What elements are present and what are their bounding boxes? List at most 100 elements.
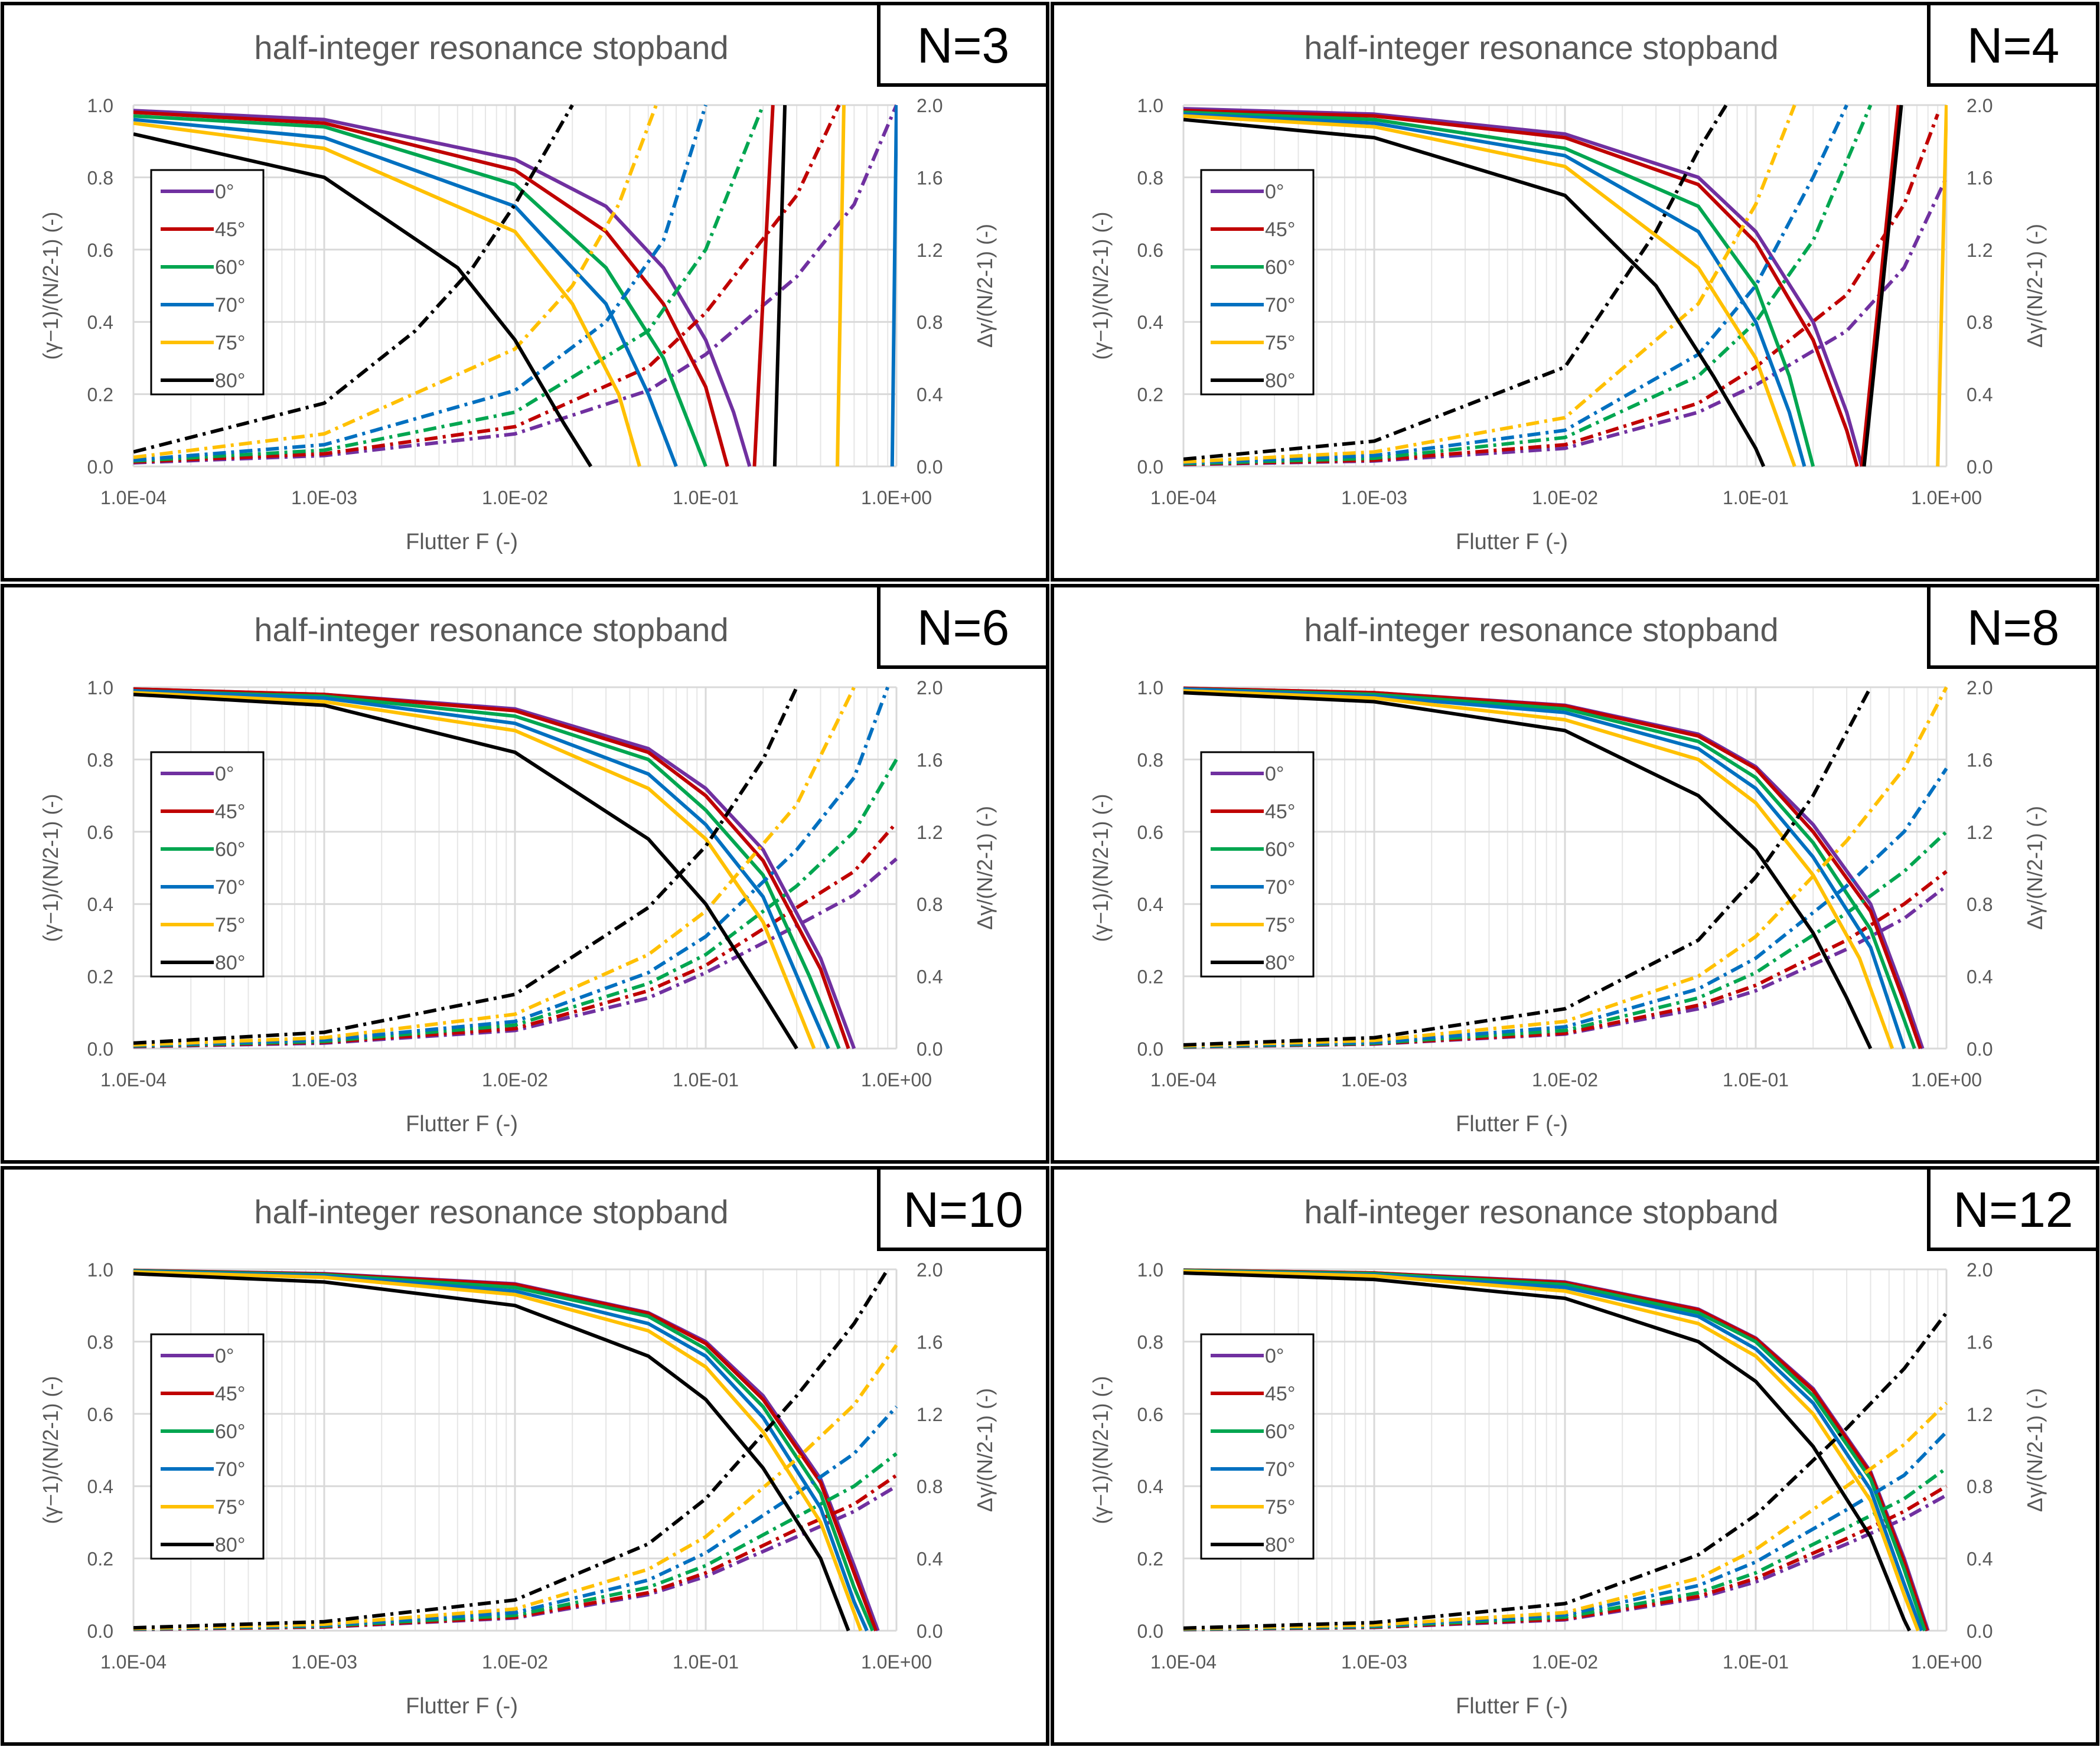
- y-tick-label: 0.2: [87, 966, 113, 988]
- y2-tick-label: 0.0: [1967, 456, 1993, 478]
- legend-label: 0°: [215, 763, 234, 785]
- series-75deg-resonance: [133, 1270, 863, 1632]
- y-axis-label: (γ−1)/(N/2-1) (-): [38, 1376, 63, 1524]
- x-axis-label: Flutter F (-): [406, 1112, 518, 1137]
- y2-tick-label: 1.2: [917, 1404, 943, 1425]
- x-tick-label: 1.0E-01: [673, 1069, 739, 1090]
- x-tick-label: 1.0E-01: [1723, 1069, 1789, 1090]
- legend-box: [150, 169, 265, 396]
- y2-tick-label: 0.4: [917, 1549, 943, 1570]
- legend-label: 45°: [1265, 801, 1295, 823]
- y-tick-label: 0.2: [1137, 384, 1163, 406]
- y-tick-label: 0.4: [1137, 894, 1163, 915]
- series-45deg-stopband-width: [1183, 113, 1940, 466]
- series-60deg-resonance: [133, 1269, 875, 1632]
- series-70deg-rising-branch: [890, 105, 898, 467]
- legend-label: 60°: [1265, 1421, 1295, 1443]
- series-75deg-resonance: [133, 691, 816, 1050]
- series-45deg-resonance: [133, 110, 729, 467]
- chart-title: half-integer resonance stopband: [254, 29, 728, 66]
- series-0deg-resonance: [133, 109, 752, 467]
- legend-label: 70°: [1265, 1458, 1295, 1481]
- legend-label: 80°: [1265, 1534, 1295, 1556]
- x-tick-label: 1.0E-02: [1532, 1069, 1598, 1090]
- series-45deg-rising-branch: [752, 105, 775, 467]
- x-tick-label: 1.0E-01: [673, 1651, 739, 1673]
- y2-tick-label: 1.2: [917, 240, 943, 261]
- y-axis-label: (γ−1)/(N/2-1) (-): [1088, 794, 1113, 942]
- legend-box: [1200, 169, 1315, 396]
- series-60deg-resonance: [133, 114, 707, 468]
- series-70deg-stopband-width: [133, 686, 890, 1048]
- y-tick-label: 0.6: [1137, 822, 1163, 843]
- x-tick-label: 1.0E-02: [482, 1651, 548, 1673]
- y-tick-label: 1.0: [1137, 1259, 1163, 1281]
- series-70deg-resonance: [133, 117, 678, 468]
- y-tick-label: 1.0: [1137, 95, 1163, 116]
- y-tick-label: 0.4: [87, 312, 113, 333]
- series-60deg-resonance: [1183, 110, 1815, 467]
- y2-tick-label: 1.6: [917, 1331, 943, 1353]
- series-80deg-resonance: [133, 132, 593, 468]
- x-tick-label: 1.0E-04: [1150, 1069, 1217, 1090]
- chart-panel-n8: half-integer resonance stopband N=8 1.0E-0…: [1051, 584, 2099, 1164]
- series-80deg-rising-branch: [1862, 105, 1903, 467]
- y2-tick-label: 0.8: [917, 894, 943, 915]
- series-70deg-stopband-width: [1183, 768, 1948, 1049]
- series-80deg-stopband-width: [1183, 1311, 1948, 1630]
- y2-tick-label: 0.8: [1967, 894, 1993, 915]
- plot-area: [1183, 104, 1948, 468]
- series-60deg-stopband-width: [1183, 104, 1873, 466]
- legend-box: [150, 751, 265, 978]
- x-tick-label: 1.0E+00: [1911, 487, 1982, 508]
- chart-panel-n3: half-integer resonance stopband N=3 1.0E-0…: [1, 2, 1049, 582]
- panel-border: [1, 584, 1049, 1164]
- panel-border: [1051, 2, 2099, 582]
- chart-title: half-integer resonance stopband: [1304, 611, 1778, 648]
- legend-label: 70°: [215, 294, 245, 316]
- series-80deg-stopband-width: [1183, 686, 1873, 1047]
- legend-label: 45°: [1265, 1383, 1295, 1405]
- plot-area: [1183, 1268, 1948, 1632]
- x-tick-label: 1.0E+00: [861, 487, 932, 508]
- panel-border: [1, 1166, 1049, 1746]
- y-tick-label: 0.6: [1137, 240, 1163, 261]
- y2-tick-label: 0.0: [917, 1621, 943, 1642]
- series-75deg-rising-branch: [1936, 105, 1948, 467]
- series-45deg-stopband-width: [133, 104, 841, 464]
- y-tick-label: 0.8: [1137, 167, 1163, 188]
- panel-border: [1051, 1166, 2099, 1746]
- series-0deg-resonance: [1183, 107, 1864, 467]
- y2-axis-label: Δγ/(N/2-1) (-): [2023, 1388, 2047, 1512]
- x-tick-label: 1.0E-03: [291, 487, 357, 508]
- series-60deg-stopband-width: [133, 758, 898, 1048]
- y2-tick-label: 2.0: [917, 1259, 943, 1281]
- x-tick-label: 1.0E-03: [1341, 487, 1407, 508]
- series-60deg-resonance: [133, 689, 841, 1050]
- n-label: N=10: [903, 1182, 1023, 1237]
- y-tick-label: 0.6: [87, 240, 113, 261]
- y2-tick-label: 1.2: [1967, 240, 1993, 261]
- x-axis-label: Flutter F (-): [1456, 1694, 1568, 1719]
- y-tick-label: 0.4: [87, 894, 113, 915]
- legend-label: 70°: [1265, 294, 1295, 316]
- y2-tick-label: 0.0: [1967, 1621, 1993, 1642]
- series-60deg-stopband-width: [133, 104, 765, 463]
- y2-axis-label: Δγ/(N/2-1) (-): [2023, 224, 2047, 348]
- y-tick-label: 0.2: [1137, 966, 1163, 988]
- y-tick-label: 0.8: [87, 749, 113, 770]
- chart-title: half-integer resonance stopband: [254, 611, 728, 648]
- x-tick-label: 1.0E-02: [482, 1069, 548, 1090]
- n-label: N=6: [917, 600, 1009, 655]
- series-45deg-rising-branch: [1860, 105, 1900, 467]
- legend-label: 80°: [1265, 370, 1295, 392]
- n-label: N=3: [917, 18, 1009, 73]
- y-tick-label: 0.8: [87, 167, 113, 188]
- series-75deg-resonance: [133, 121, 641, 467]
- legend: 0° 45° 60° 70° 75° 80°: [1200, 169, 1315, 396]
- legend-label: 60°: [215, 256, 245, 279]
- x-tick-label: 1.0E-04: [100, 1651, 167, 1673]
- legend-label: 75°: [215, 332, 245, 354]
- series-60deg-resonance: [1183, 687, 1916, 1050]
- y-tick-label: 1.0: [87, 95, 113, 116]
